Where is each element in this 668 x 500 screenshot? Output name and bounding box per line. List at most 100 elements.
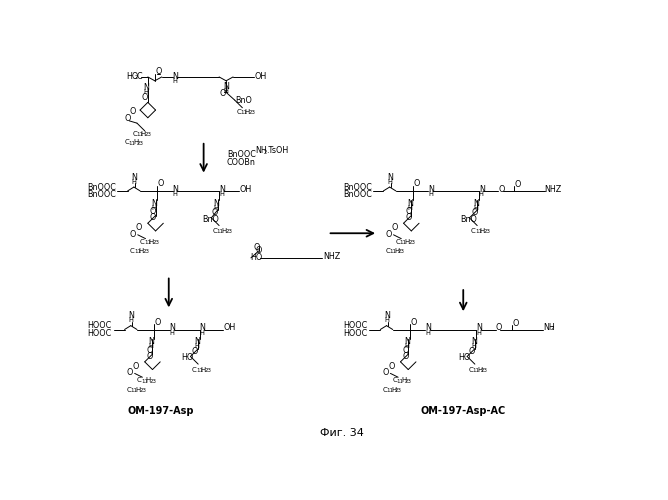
- Text: 2: 2: [263, 150, 267, 155]
- Text: C: C: [469, 366, 474, 372]
- Text: O: O: [130, 230, 136, 238]
- Text: N: N: [219, 185, 225, 194]
- Text: H: H: [223, 88, 228, 94]
- Text: C: C: [393, 378, 397, 384]
- Text: H: H: [219, 191, 224, 197]
- Text: OH: OH: [254, 72, 267, 80]
- Text: H: H: [200, 366, 206, 372]
- Text: H: H: [426, 330, 430, 336]
- Text: N: N: [194, 338, 200, 346]
- Text: 23: 23: [248, 110, 256, 115]
- Text: NHZ: NHZ: [544, 185, 562, 194]
- Text: BnO: BnO: [202, 215, 219, 224]
- Text: BnOOC: BnOOC: [88, 190, 116, 199]
- Text: C: C: [137, 378, 142, 384]
- Text: HOOC: HOOC: [88, 329, 112, 338]
- Text: O: O: [496, 324, 502, 332]
- Text: O: O: [498, 185, 504, 194]
- Text: 11: 11: [240, 110, 247, 115]
- Text: HO: HO: [181, 354, 194, 362]
- Text: H: H: [401, 378, 407, 384]
- Text: H: H: [407, 205, 412, 211]
- Text: 11: 11: [387, 388, 393, 393]
- Text: 23: 23: [142, 249, 150, 254]
- Text: N: N: [143, 83, 149, 92]
- Text: BnOOC: BnOOC: [88, 182, 116, 192]
- Text: 23: 23: [405, 378, 412, 384]
- Text: 11: 11: [134, 249, 141, 254]
- Text: O: O: [132, 362, 139, 371]
- Text: O: O: [150, 207, 156, 216]
- Text: C: C: [140, 238, 145, 244]
- Text: H: H: [152, 205, 156, 211]
- Text: C: C: [213, 228, 218, 234]
- Text: O: O: [130, 107, 136, 116]
- Text: O: O: [413, 180, 420, 188]
- Text: HOOC: HOOC: [343, 321, 367, 330]
- Text: COOBn: COOBn: [227, 158, 256, 167]
- Text: C: C: [385, 248, 391, 254]
- Text: 23: 23: [152, 240, 160, 245]
- Text: H: H: [428, 191, 434, 197]
- Text: C: C: [130, 248, 135, 254]
- Text: 23: 23: [137, 140, 144, 145]
- Text: O: O: [127, 368, 134, 377]
- Text: O: O: [385, 230, 392, 238]
- Text: 11: 11: [399, 240, 407, 245]
- Text: H: H: [170, 330, 174, 336]
- Text: 23: 23: [398, 249, 405, 254]
- Text: C: C: [383, 386, 387, 392]
- Text: 23: 23: [408, 240, 415, 245]
- Text: H: H: [476, 330, 482, 336]
- Text: O: O: [514, 180, 521, 189]
- Text: H: H: [222, 228, 226, 234]
- Text: H: H: [143, 90, 148, 96]
- Text: HOOC: HOOC: [343, 329, 367, 338]
- Text: N: N: [471, 338, 477, 346]
- Text: C: C: [124, 140, 130, 145]
- Text: 11: 11: [144, 240, 151, 245]
- Text: HO: HO: [250, 254, 263, 262]
- Text: H: H: [479, 191, 484, 197]
- Text: H: H: [200, 330, 204, 336]
- Text: 23: 23: [395, 388, 402, 393]
- Text: H: H: [132, 178, 136, 184]
- Text: HO: HO: [126, 72, 138, 82]
- Text: 23: 23: [225, 229, 232, 234]
- Text: O: O: [405, 207, 411, 216]
- Text: N: N: [474, 198, 479, 207]
- Text: 11: 11: [389, 249, 397, 254]
- Text: N: N: [428, 185, 434, 194]
- Text: C: C: [396, 238, 401, 244]
- Text: O: O: [150, 214, 156, 222]
- Text: N: N: [404, 338, 410, 346]
- Text: N: N: [214, 198, 220, 207]
- Text: 23: 23: [484, 229, 490, 234]
- Text: BnOOC: BnOOC: [227, 150, 256, 159]
- Text: .TsOH: .TsOH: [267, 146, 289, 156]
- Text: O: O: [383, 368, 389, 377]
- Text: 11: 11: [475, 229, 482, 234]
- Text: H: H: [214, 205, 218, 211]
- Text: O: O: [192, 346, 198, 356]
- Text: N: N: [387, 172, 393, 182]
- Text: H: H: [384, 318, 389, 324]
- Text: O: O: [253, 242, 260, 252]
- Text: N: N: [152, 198, 158, 207]
- Text: H: H: [133, 140, 138, 145]
- Text: O: O: [513, 319, 519, 328]
- Text: O: O: [256, 246, 262, 256]
- Text: 2: 2: [135, 75, 138, 80]
- Text: O: O: [391, 224, 397, 232]
- Text: N: N: [479, 185, 484, 194]
- Text: 2: 2: [551, 326, 554, 331]
- Text: C: C: [132, 131, 137, 137]
- Text: O: O: [411, 318, 417, 327]
- Text: 23: 23: [481, 368, 488, 373]
- Text: N: N: [132, 172, 138, 182]
- Text: O: O: [402, 352, 408, 361]
- Text: 11: 11: [472, 368, 480, 373]
- Text: 23: 23: [140, 388, 146, 393]
- Text: BnOOC: BnOOC: [343, 182, 372, 192]
- Text: H: H: [244, 108, 250, 114]
